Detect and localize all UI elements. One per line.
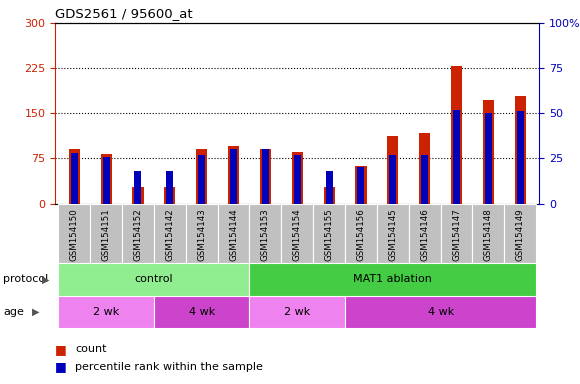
Text: ▶: ▶ xyxy=(42,274,50,285)
Text: age: age xyxy=(3,307,24,317)
Bar xyxy=(514,96,526,204)
Text: GSM154155: GSM154155 xyxy=(325,208,333,261)
Text: GSM154150: GSM154150 xyxy=(70,208,79,261)
Bar xyxy=(325,171,332,204)
Bar xyxy=(260,149,271,204)
Bar xyxy=(218,204,249,263)
Bar xyxy=(441,204,473,263)
Bar xyxy=(453,110,460,204)
Bar xyxy=(249,296,345,328)
Bar xyxy=(90,204,122,263)
Bar xyxy=(281,204,313,263)
Bar xyxy=(228,146,239,204)
Text: GSM154152: GSM154152 xyxy=(133,208,143,261)
Text: GSM154149: GSM154149 xyxy=(516,208,525,261)
Bar xyxy=(485,113,492,204)
Bar xyxy=(473,204,505,263)
Bar xyxy=(71,153,78,204)
Text: GSM154156: GSM154156 xyxy=(357,208,365,261)
Bar xyxy=(262,149,269,204)
Bar xyxy=(68,149,80,204)
Text: GSM154148: GSM154148 xyxy=(484,208,493,261)
Bar xyxy=(293,155,301,204)
Bar xyxy=(409,204,441,263)
Text: GSM154154: GSM154154 xyxy=(293,208,302,261)
Bar xyxy=(58,204,90,263)
Bar xyxy=(356,166,367,204)
Bar xyxy=(135,171,142,204)
Text: count: count xyxy=(75,344,107,354)
Bar xyxy=(324,187,335,204)
Bar xyxy=(345,204,377,263)
Bar xyxy=(186,204,218,263)
Bar xyxy=(313,204,345,263)
Bar xyxy=(154,296,249,328)
Text: GSM154144: GSM154144 xyxy=(229,208,238,261)
Bar xyxy=(419,132,430,204)
Text: GSM154147: GSM154147 xyxy=(452,208,461,261)
Text: GSM154153: GSM154153 xyxy=(261,208,270,261)
Text: ■: ■ xyxy=(55,343,67,356)
Bar xyxy=(357,167,364,204)
Bar xyxy=(249,263,536,296)
Bar xyxy=(377,204,409,263)
Text: 2 wk: 2 wk xyxy=(284,307,310,317)
Bar xyxy=(249,204,281,263)
Bar xyxy=(345,296,536,328)
Bar xyxy=(58,263,249,296)
Text: GSM154146: GSM154146 xyxy=(420,208,429,261)
Bar xyxy=(421,155,428,204)
Text: ■: ■ xyxy=(55,360,67,373)
Bar xyxy=(154,204,186,263)
Text: percentile rank within the sample: percentile rank within the sample xyxy=(75,362,263,372)
Text: ▶: ▶ xyxy=(32,307,39,317)
Bar xyxy=(132,187,143,204)
Bar xyxy=(164,187,175,204)
Bar xyxy=(230,149,237,204)
Bar xyxy=(517,111,524,204)
Text: control: control xyxy=(135,274,173,285)
Text: 4 wk: 4 wk xyxy=(188,307,215,317)
Bar xyxy=(387,136,398,204)
Bar xyxy=(58,296,154,328)
Bar xyxy=(483,100,494,204)
Bar xyxy=(505,204,536,263)
Bar xyxy=(103,157,110,204)
Bar xyxy=(122,204,154,263)
Text: GDS2561 / 95600_at: GDS2561 / 95600_at xyxy=(55,7,193,20)
Text: protocol: protocol xyxy=(3,274,48,285)
Bar xyxy=(451,66,462,204)
Bar xyxy=(389,155,396,204)
Text: 4 wk: 4 wk xyxy=(427,307,454,317)
Text: MAT1 ablation: MAT1 ablation xyxy=(353,274,432,285)
Text: GSM154151: GSM154151 xyxy=(102,208,111,261)
Text: GSM154143: GSM154143 xyxy=(197,208,206,261)
Bar xyxy=(166,171,173,204)
Bar xyxy=(100,154,112,204)
Bar xyxy=(196,149,207,204)
Bar xyxy=(292,152,303,204)
Text: GSM154145: GSM154145 xyxy=(389,208,397,261)
Text: 2 wk: 2 wk xyxy=(93,307,119,317)
Bar xyxy=(198,155,205,204)
Text: GSM154142: GSM154142 xyxy=(165,208,175,261)
